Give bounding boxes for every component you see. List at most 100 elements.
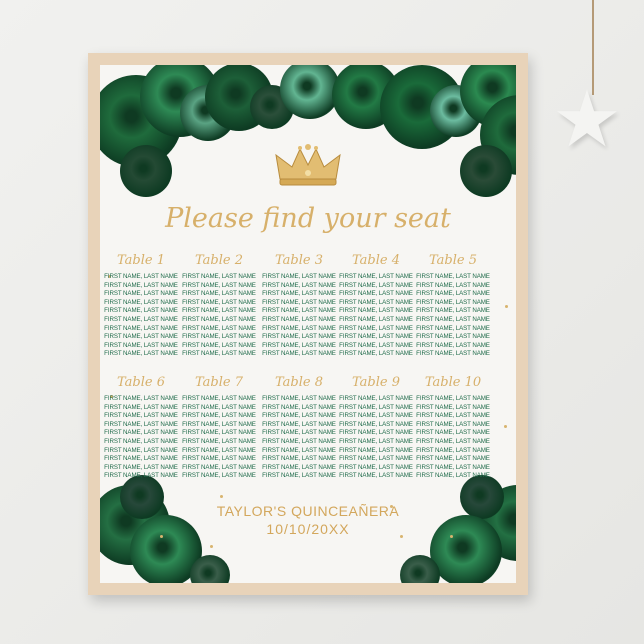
guest-name: FIRST NAME, LAST NAME	[104, 281, 178, 289]
guest-name: FIRST NAME, LAST NAME	[104, 333, 178, 341]
guest-name: FIRST NAME, LAST NAME	[182, 350, 256, 358]
guest-name: FIRST NAME, LAST NAME	[182, 437, 256, 445]
rose-icon	[120, 475, 164, 519]
guest-name: FIRST NAME, LAST NAME	[339, 307, 413, 315]
guest-name: FIRST NAME, LAST NAME	[339, 472, 413, 480]
guest-name: FIRST NAME, LAST NAME	[416, 403, 490, 411]
guest-name: FIRST NAME, LAST NAME	[262, 446, 336, 454]
guest-name: FIRST NAME, LAST NAME	[339, 420, 413, 428]
rose-icon	[120, 145, 172, 197]
guest-name: FIRST NAME, LAST NAME	[416, 350, 490, 358]
guest-name: FIRST NAME, LAST NAME	[262, 324, 336, 332]
rose-icon	[280, 65, 340, 119]
hanging-string	[592, 0, 594, 95]
guest-name: FIRST NAME, LAST NAME	[339, 455, 413, 463]
guest-name: FIRST NAME, LAST NAME	[104, 412, 178, 420]
guest-name: FIRST NAME, LAST NAME	[416, 429, 490, 437]
guest-name: FIRST NAME, LAST NAME	[182, 324, 256, 332]
guest-name: FIRST NAME, LAST NAME	[262, 472, 336, 480]
guest-name: FIRST NAME, LAST NAME	[182, 420, 256, 428]
guest-name: FIRST NAME, LAST NAME	[182, 429, 256, 437]
guest-name: FIRST NAME, LAST NAME	[262, 429, 336, 437]
guest-name: FIRST NAME, LAST NAME	[416, 298, 490, 306]
table-5: Table 5 FIRST NAME, LAST NAME FIRST NAME, …	[414, 253, 492, 359]
guest-name: FIRST NAME, LAST NAME	[262, 315, 336, 323]
heading: Please find your seat	[165, 203, 451, 234]
table-9: Table 9 FIRST NAME, LAST NAME FIRST NAME, …	[337, 375, 415, 481]
guest-name: FIRST NAME, LAST NAME	[104, 307, 178, 315]
guest-name: FIRST NAME, LAST NAME	[104, 324, 178, 332]
guest-name: FIRST NAME, LAST NAME	[262, 281, 336, 289]
guest-name: FIRST NAME, LAST NAME	[104, 395, 178, 402]
gold-dot	[505, 305, 508, 308]
guest-name: FIRST NAME, LAST NAME	[416, 395, 490, 402]
guest-name: FIRST NAME, LAST NAME	[416, 446, 490, 454]
guest-name: FIRST NAME, LAST NAME	[339, 437, 413, 445]
guest-name: FIRST NAME, LAST NAME	[339, 395, 413, 402]
guest-name: FIRST NAME, LAST NAME	[416, 463, 490, 471]
guest-name: FIRST NAME, LAST NAME	[339, 324, 413, 332]
guest-name: FIRST NAME, LAST NAME	[182, 446, 256, 454]
guest-name: FIRST NAME, LAST NAME	[262, 290, 336, 298]
rose-icon	[430, 515, 502, 583]
table-title: Table 4	[352, 253, 400, 268]
table-6: Table 6 FIRST NAME, LAST NAME FIRST NAME, …	[102, 375, 180, 481]
guest-name: FIRST NAME, LAST NAME	[416, 333, 490, 341]
guest-name: FIRST NAME, LAST NAME	[182, 472, 256, 480]
table-1: Table 1 FIRST NAME, LAST NAME FIRST NAME, …	[102, 253, 180, 359]
guest-name: FIRST NAME, LAST NAME	[416, 273, 490, 280]
guest-name: FIRST NAME, LAST NAME	[104, 420, 178, 428]
guest-name: FIRST NAME, LAST NAME	[262, 403, 336, 411]
gold-dot	[220, 495, 223, 498]
guest-name: FIRST NAME, LAST NAME	[339, 298, 413, 306]
guest-name: FIRST NAME, LAST NAME	[416, 281, 490, 289]
guest-name: FIRST NAME, LAST NAME	[104, 273, 178, 280]
guest-name: FIRST NAME, LAST NAME	[262, 350, 336, 358]
event-name: TAYLOR'S QUINCEAÑERA	[216, 503, 400, 519]
guest-name: FIRST NAME, LAST NAME	[339, 315, 413, 323]
guest-name: FIRST NAME, LAST NAME	[339, 429, 413, 437]
table-title: Table 1	[117, 253, 165, 268]
guest-name: FIRST NAME, LAST NAME	[339, 412, 413, 420]
guest-name: FIRST NAME, LAST NAME	[104, 298, 178, 306]
guest-name: FIRST NAME, LAST NAME	[262, 333, 336, 341]
guest-name: FIRST NAME, LAST NAME	[339, 290, 413, 298]
guest-name: FIRST NAME, LAST NAME	[262, 412, 336, 420]
gold-dot	[110, 395, 113, 398]
table-title: Table 7	[195, 375, 243, 390]
guest-name: FIRST NAME, LAST NAME	[262, 307, 336, 315]
guest-name: FIRST NAME, LAST NAME	[104, 315, 178, 323]
table-title: Table 6	[117, 375, 165, 390]
guest-name: FIRST NAME, LAST NAME	[339, 333, 413, 341]
gold-dot	[504, 425, 507, 428]
guest-name: FIRST NAME, LAST NAME	[339, 446, 413, 454]
guest-name: FIRST NAME, LAST NAME	[182, 403, 256, 411]
rose-icon	[400, 555, 440, 583]
gold-dot	[210, 545, 213, 548]
guest-name: FIRST NAME, LAST NAME	[416, 472, 490, 480]
guest-name: FIRST NAME, LAST NAME	[416, 315, 490, 323]
table-10: Table 10 FIRST NAME, LAST NAME FIRST NAME,…	[414, 375, 492, 481]
guest-name: FIRST NAME, LAST NAME	[104, 455, 178, 463]
guest-name: FIRST NAME, LAST NAME	[262, 273, 336, 280]
guest-name: FIRST NAME, LAST NAME	[182, 298, 256, 306]
rose-icon	[190, 555, 230, 583]
rose-icon	[460, 475, 504, 519]
guest-name: FIRST NAME, LAST NAME	[339, 341, 413, 349]
guest-name: FIRST NAME, LAST NAME	[339, 281, 413, 289]
guest-name: FIRST NAME, LAST NAME	[182, 315, 256, 323]
guest-name: FIRST NAME, LAST NAME	[182, 273, 256, 280]
guest-name: FIRST NAME, LAST NAME	[416, 290, 490, 298]
guest-name: FIRST NAME, LAST NAME	[104, 463, 178, 471]
guest-name: FIRST NAME, LAST NAME	[104, 446, 178, 454]
guest-name: FIRST NAME, LAST NAME	[104, 403, 178, 411]
guest-name: FIRST NAME, LAST NAME	[262, 298, 336, 306]
table-title: Table 5	[429, 253, 477, 268]
guest-name: FIRST NAME, LAST NAME	[416, 307, 490, 315]
table-title: Table 9	[352, 375, 400, 390]
gold-dot	[108, 275, 111, 278]
gold-dot	[450, 535, 453, 538]
rose-icon	[460, 145, 512, 197]
table-7: Table 7 FIRST NAME, LAST NAME FIRST NAME, …	[180, 375, 258, 481]
table-title: Table 3	[275, 253, 323, 268]
